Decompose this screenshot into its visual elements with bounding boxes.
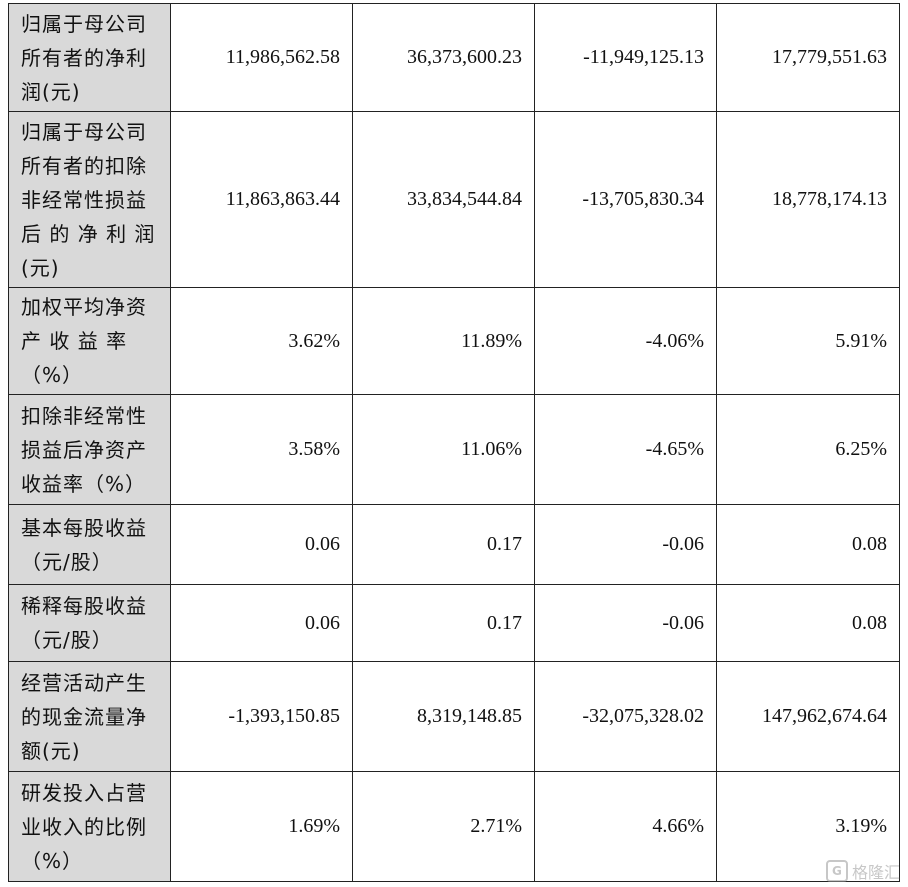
value-cell: 11.06%	[352, 394, 535, 505]
row-label-line: （元/股）	[21, 549, 113, 574]
value-cell: -4.06%	[534, 287, 717, 395]
table-row: 加权平均净资 产 收 益 率 （%） 3.62% 11.89% -4.06% 5…	[8, 287, 900, 395]
watermark-text: 格隆汇	[851, 863, 900, 882]
value-cell: 2.71%	[352, 771, 535, 882]
row-label-line: 归属于母公司	[21, 11, 147, 36]
row-label-line: 后 的 净 利 润	[21, 221, 156, 246]
row-label-line: （元/股）	[21, 628, 113, 652]
value-cell: -11,949,125.13	[534, 3, 717, 112]
row-label-line: 扣除非经常性	[21, 403, 147, 428]
row-label-line: 基本每股收益	[21, 515, 147, 540]
value-cell: 11,986,562.58	[170, 3, 353, 112]
row-label-line: 润(元)	[21, 79, 81, 104]
value-cell: 3.19%	[716, 771, 900, 882]
watermark: G 格隆汇	[825, 859, 900, 883]
row-label-cell: 稀释每股收益 （元/股）	[8, 584, 171, 662]
table-row: 基本每股收益 （元/股） 0.06 0.17 -0.06 0.08	[8, 504, 900, 585]
value-cell: 4.66%	[534, 771, 717, 882]
value-cell: 0.08	[716, 584, 900, 662]
value-cell: 8,319,148.85	[352, 661, 535, 772]
row-label-line: 额(元)	[21, 738, 81, 763]
row-label-line: (元)	[21, 255, 60, 280]
value-cell: 36,373,600.23	[352, 3, 535, 112]
value-cell: 1.69%	[170, 771, 353, 882]
value-cell: -32,075,328.02	[534, 661, 717, 772]
table-row: 归属于母公司 所有者的扣除 非经常性损益 后 的 净 利 润 (元) 11,86…	[8, 111, 900, 288]
value-cell: -0.06	[534, 504, 717, 585]
value-cell: 0.06	[170, 504, 353, 585]
value-cell: 147,962,674.64	[716, 661, 900, 772]
value-cell: 3.62%	[170, 287, 353, 395]
table-row: 经营活动产生 的现金流量净 额(元) -1,393,150.85 8,319,1…	[8, 661, 900, 772]
row-label-line: 加权平均净资	[21, 295, 147, 319]
value-cell: 0.06	[170, 584, 353, 662]
row-label-cell: 经营活动产生 的现金流量净 额(元)	[8, 661, 171, 772]
value-cell: 18,778,174.13	[716, 111, 900, 288]
value-cell: 17,779,551.63	[716, 3, 900, 112]
table-row: 稀释每股收益 （元/股） 0.06 0.17 -0.06 0.08	[8, 584, 900, 662]
row-label-cell: 加权平均净资 产 收 益 率 （%）	[8, 287, 171, 395]
value-cell: -0.06	[534, 584, 717, 662]
table-body: 归属于母公司 所有者的净利 润(元) 11,986,562.58 36,373,…	[8, 3, 900, 882]
row-label-cell: 研发投入占营 业收入的比例 （%）	[8, 771, 171, 882]
row-label-line: （%）	[21, 848, 84, 873]
value-cell: 3.58%	[170, 394, 353, 505]
gelonghui-logo-icon: G	[825, 860, 848, 882]
value-cell: 0.17	[352, 584, 535, 662]
row-label-cell: 扣除非经常性 损益后净资产 收益率（%）	[8, 394, 171, 505]
row-label-line: 研发投入占营	[21, 780, 147, 805]
value-cell: 6.25%	[716, 394, 900, 505]
financial-indicators-table: 归属于母公司 所有者的净利 润(元) 11,986,562.58 36,373,…	[8, 3, 900, 882]
row-label-line: 非经常性损益	[21, 187, 147, 212]
row-label-line: 归属于母公司	[21, 119, 147, 144]
table-row: 扣除非经常性 损益后净资产 收益率（%） 3.58% 11.06% -4.65%…	[8, 394, 900, 505]
value-cell: 0.08	[716, 504, 900, 585]
row-label-line: 稀释每股收益	[21, 594, 147, 618]
value-cell: -13,705,830.34	[534, 111, 717, 288]
row-label-line: 收益率（%）	[21, 471, 147, 496]
row-label-line: 经营活动产生	[21, 670, 147, 695]
row-label-cell: 归属于母公司 所有者的扣除 非经常性损益 后 的 净 利 润 (元)	[8, 111, 171, 288]
value-cell: -4.65%	[534, 394, 717, 505]
table-row: 归属于母公司 所有者的净利 润(元) 11,986,562.58 36,373,…	[8, 3, 900, 112]
row-label-line: 损益后净资产	[21, 437, 147, 462]
value-cell: 0.17	[352, 504, 535, 585]
value-cell: 33,834,544.84	[352, 111, 535, 288]
row-label-line: 业收入的比例	[21, 814, 147, 839]
table-row: 研发投入占营 业收入的比例 （%） 1.69% 2.71% 4.66% 3.19…	[8, 771, 900, 882]
row-label-line: （%）	[21, 363, 84, 387]
value-cell: 5.91%	[716, 287, 900, 395]
value-cell: 11.89%	[352, 287, 535, 395]
value-cell: -1,393,150.85	[170, 661, 353, 772]
row-label-line: 产 收 益 率	[21, 329, 128, 353]
row-label-cell: 基本每股收益 （元/股）	[8, 504, 171, 585]
row-label-cell: 归属于母公司 所有者的净利 润(元)	[8, 3, 171, 112]
value-cell: 11,863,863.44	[170, 111, 353, 288]
row-label-line: 所有者的扣除	[21, 153, 147, 178]
row-label-line: 所有者的净利	[21, 45, 147, 70]
row-label-line: 的现金流量净	[21, 704, 147, 729]
